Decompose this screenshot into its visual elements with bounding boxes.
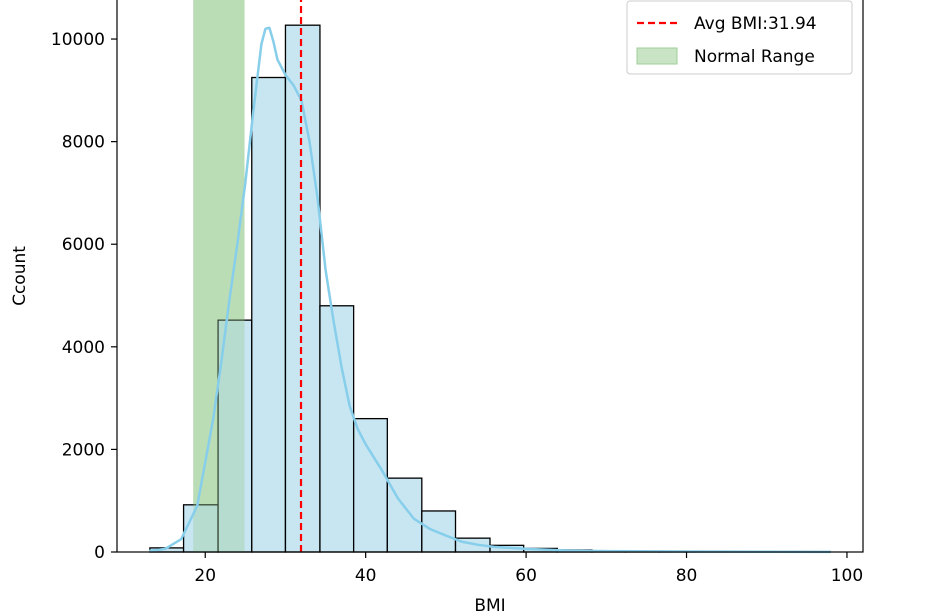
y-axis-label: Ccount bbox=[10, 246, 30, 306]
histogram-bar bbox=[354, 419, 388, 552]
x-tick-label: 80 bbox=[676, 566, 698, 586]
legend-label: Avg BMI:31.94 bbox=[694, 14, 817, 34]
x-tick-label: 100 bbox=[831, 566, 863, 586]
legend-normal-range-swatch bbox=[637, 48, 677, 64]
x-tick-label: 20 bbox=[194, 566, 216, 586]
x-tick-label: 60 bbox=[515, 566, 537, 586]
y-axis: 0 2000 4000 6000 8000 10000 bbox=[51, 30, 117, 563]
plot-area bbox=[149, 0, 831, 552]
y-tick-label: 0 bbox=[94, 543, 105, 563]
x-tick-label: 40 bbox=[355, 566, 377, 586]
legend-label: Normal Range bbox=[694, 47, 815, 67]
y-tick-label: 8000 bbox=[62, 133, 105, 153]
legend: Avg BMI:31.94 Normal Range bbox=[627, 1, 852, 74]
x-axis: 20 40 60 80 100 bbox=[194, 552, 863, 586]
y-tick-label: 4000 bbox=[62, 338, 105, 358]
x-axis-label: BMI bbox=[474, 596, 505, 612]
y-tick-label: 10000 bbox=[51, 30, 105, 50]
histogram-bar bbox=[252, 78, 286, 552]
y-tick-label: 2000 bbox=[62, 440, 105, 460]
y-tick-label: 6000 bbox=[62, 235, 105, 255]
normal-range-overlay bbox=[193, 0, 244, 552]
